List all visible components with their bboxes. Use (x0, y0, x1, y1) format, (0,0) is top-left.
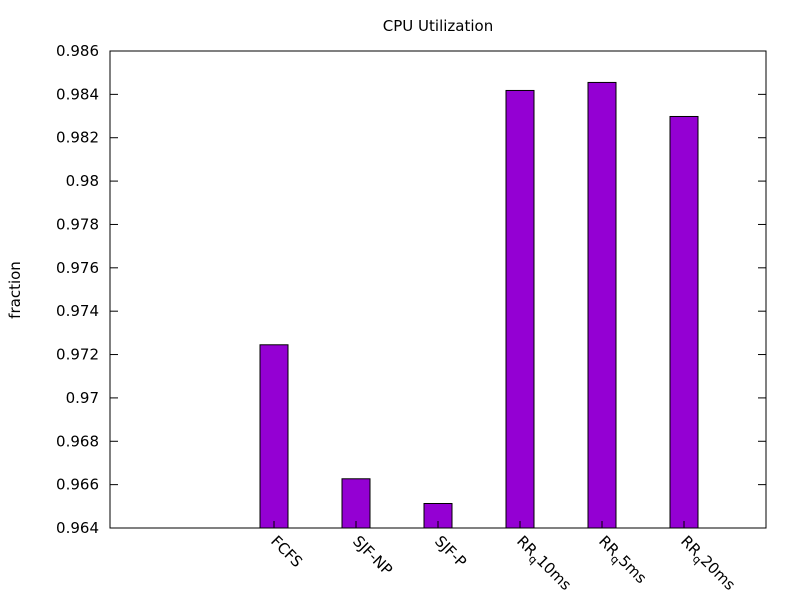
y-tick-label-1: 0.966 (56, 476, 99, 494)
y-tick-label-3: 0.97 (66, 389, 99, 407)
x-category-label-2: SJF-P (431, 532, 470, 571)
y-tick-label-8: 0.98 (66, 172, 99, 190)
bar-FCFS (259, 344, 289, 529)
y-tick-label-2: 0.968 (56, 432, 99, 450)
x-category-label-3: RRq10ms (511, 532, 575, 596)
x-category-label-1: SJF-NP (349, 532, 396, 579)
plot-frame (109, 50, 767, 529)
bars-layer (259, 81, 699, 529)
x-categories-layer: FCFS SJF-NP SJF-P RRq10ms RRq5ms RRq20ms (267, 532, 739, 596)
x-category-label-0: FCFS (267, 532, 306, 571)
x-category-label-4: RRq5ms (593, 532, 650, 589)
y-tick-label-5: 0.974 (56, 302, 99, 320)
y-tick-label-9: 0.982 (56, 129, 99, 147)
y-tick-label-0: 0.964 (56, 519, 99, 537)
y-tick-label-11: 0.986 (56, 42, 99, 60)
bar-RRq20ms (669, 115, 699, 529)
y-tick-label-7: 0.978 (56, 215, 99, 233)
x-category-label-5: RRq20ms (675, 532, 739, 596)
y-tick-label-6: 0.976 (56, 259, 99, 277)
bar-RRq5ms (587, 81, 617, 529)
y-ticks-layer: 0.964 0.966 0.968 0.97 0.972 0.974 0.976 0.978 0… (56, 42, 766, 537)
y-axis-label: fraction (6, 261, 24, 319)
y-tick-label-4: 0.972 (56, 346, 99, 364)
y-tick-label-10: 0.984 (56, 85, 99, 103)
chart-title: CPU Utilization (383, 17, 493, 35)
bar-RRq10ms (505, 89, 535, 529)
bar-SJF-NP (341, 478, 371, 529)
